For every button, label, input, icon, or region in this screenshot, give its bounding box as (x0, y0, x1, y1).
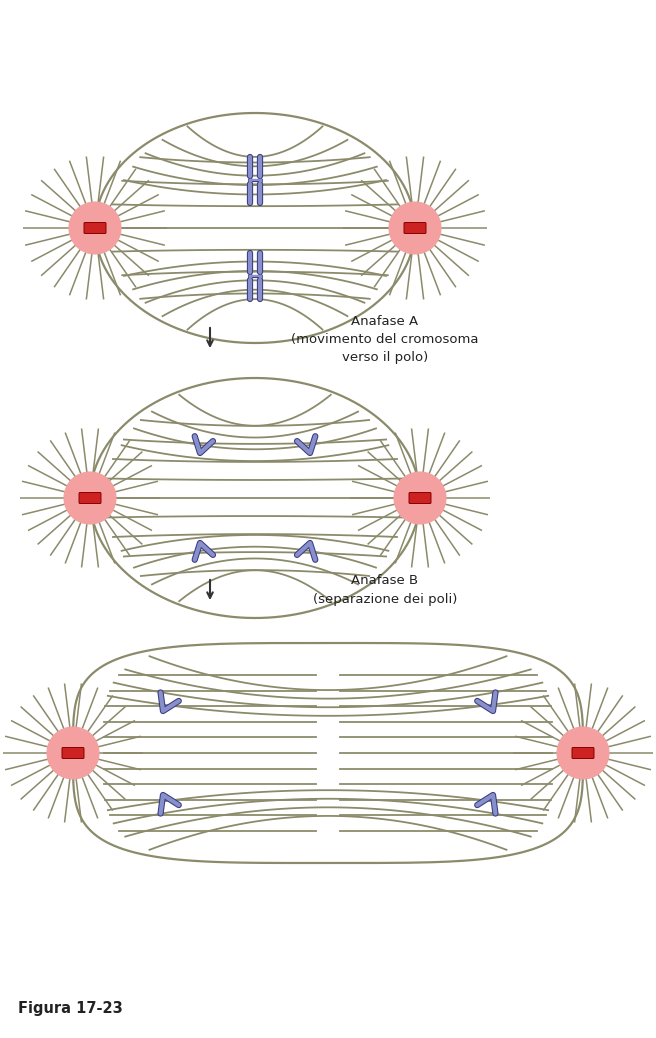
Text: Anafase A
(movimento del cromosoma
verso il polo): Anafase A (movimento del cromosoma verso… (291, 315, 479, 363)
FancyBboxPatch shape (404, 222, 426, 234)
Circle shape (69, 202, 121, 254)
Text: Anafase B
(separazione dei poli): Anafase B (separazione dei poli) (313, 574, 457, 605)
Circle shape (389, 202, 441, 254)
FancyBboxPatch shape (409, 492, 431, 503)
FancyBboxPatch shape (84, 222, 106, 234)
Text: Figura 17-23: Figura 17-23 (18, 1001, 123, 1016)
Circle shape (47, 727, 99, 778)
Circle shape (64, 472, 116, 524)
Circle shape (557, 727, 609, 778)
FancyBboxPatch shape (572, 747, 594, 759)
FancyBboxPatch shape (79, 492, 101, 503)
Circle shape (394, 472, 446, 524)
FancyBboxPatch shape (62, 747, 84, 759)
